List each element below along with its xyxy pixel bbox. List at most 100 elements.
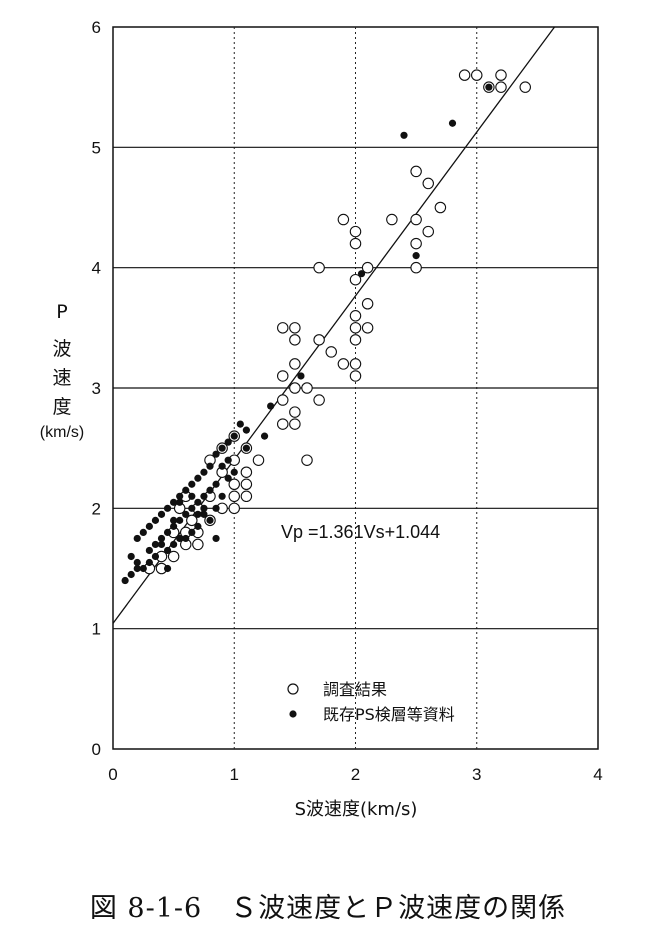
data-point-existing <box>157 534 166 543</box>
data-point-survey <box>410 261 422 274</box>
data-point-existing <box>242 426 250 434</box>
data-point-existing <box>163 528 172 537</box>
x-tick-label: 2 <box>351 765 360 784</box>
data-point-survey <box>313 334 325 346</box>
data-point-survey <box>228 478 241 491</box>
data-point-survey <box>519 81 531 93</box>
data-point-survey <box>301 382 313 394</box>
data-point-existing <box>182 486 190 494</box>
data-point-existing <box>212 534 220 543</box>
y-tick-label: 3 <box>92 379 101 398</box>
data-point-existing <box>194 522 202 530</box>
data-point-existing <box>151 552 160 561</box>
y-tick-label: 1 <box>92 620 101 639</box>
x-tick-label: 4 <box>593 765 602 784</box>
data-point-survey <box>252 454 265 466</box>
y-axis-title-char-1: P <box>56 301 67 323</box>
regression-equation: Vp =1.361Vs+1.044 <box>281 522 440 542</box>
data-point-survey <box>349 334 362 346</box>
x-tick-label: 1 <box>230 765 239 784</box>
data-point-existing <box>412 252 420 260</box>
data-point-existing <box>170 540 178 549</box>
data-point-survey <box>361 298 374 310</box>
data-point-existing <box>151 516 160 524</box>
data-point-existing <box>485 83 493 91</box>
data-point-existing <box>194 474 202 482</box>
data-point-existing <box>224 456 232 464</box>
data-point-existing <box>218 462 226 470</box>
data-point-survey <box>337 213 350 226</box>
data-point-existing <box>400 131 408 139</box>
data-point-existing <box>200 510 208 518</box>
series-existing-ps-logging <box>121 83 493 585</box>
data-point-existing <box>188 492 196 500</box>
data-point-survey <box>434 201 447 214</box>
y-tick-label: 2 <box>92 499 101 518</box>
data-point-survey <box>422 177 434 190</box>
x-tick-label: 0 <box>108 765 117 784</box>
data-point-survey <box>289 358 301 370</box>
data-point-existing <box>163 504 172 512</box>
data-point-survey <box>349 358 362 370</box>
data-point-survey <box>276 322 289 334</box>
data-point-survey <box>276 370 289 382</box>
data-point-existing <box>170 516 178 524</box>
data-point-existing <box>182 510 190 518</box>
legend-label-existing: 既存PS検層等資料 <box>323 705 455 724</box>
data-point-existing <box>224 438 232 446</box>
data-point-survey <box>458 69 471 81</box>
data-point-existing <box>212 504 220 512</box>
data-point-existing <box>133 558 141 567</box>
y-axis-title-char-3: 速 <box>52 367 71 389</box>
regression-line <box>112 26 556 624</box>
data-point-survey <box>410 165 422 178</box>
y-axis-unit: (km/s) <box>40 424 84 441</box>
data-point-existing <box>151 540 160 549</box>
data-point-existing <box>242 444 250 452</box>
scatter-chart: 0 1 2 3 4 0 1 2 3 4 5 6 Vp =1.361Vs+1.044 調査結果 既存P… <box>40 18 603 820</box>
figure-caption: 図 8-1-6 Ｓ波速度とＰ波速度の関係 <box>89 893 567 924</box>
y-tick-label: 5 <box>92 138 101 157</box>
x-tick-labels: 0 1 2 3 4 <box>108 765 602 784</box>
data-point-existing <box>224 474 232 482</box>
data-point-survey <box>349 225 362 238</box>
data-point-survey <box>228 502 241 515</box>
data-point-survey <box>495 69 507 81</box>
data-point-survey <box>337 358 350 370</box>
data-point-survey <box>470 69 483 81</box>
y-tick-labels: 0 1 2 3 4 5 6 <box>92 18 101 759</box>
data-point-existing <box>145 558 153 567</box>
data-point-existing <box>163 546 172 555</box>
data-point-survey <box>410 237 422 250</box>
data-point-survey <box>276 418 289 430</box>
data-point-existing <box>176 492 184 500</box>
data-point-existing <box>267 402 275 410</box>
data-point-existing <box>194 498 202 506</box>
x-axis-title: S波速度(km/s) <box>295 799 418 820</box>
data-point-existing <box>121 576 129 585</box>
data-point-existing <box>297 372 305 380</box>
data-point-existing <box>218 444 226 452</box>
data-point-survey <box>289 382 301 394</box>
data-point-existing <box>206 462 214 470</box>
legend-open-circle-marker <box>287 683 299 695</box>
data-point-existing <box>212 480 220 488</box>
data-point-existing <box>188 480 196 488</box>
y-axis-title-char-2: 波 <box>52 338 71 360</box>
data-point-existing <box>200 468 208 476</box>
data-point-existing <box>133 564 141 573</box>
data-point-survey <box>361 261 374 274</box>
data-point-survey <box>349 310 362 322</box>
data-point-survey <box>325 346 337 358</box>
y-axis-title: P 波 速 度 (km/s) <box>40 301 84 441</box>
data-point-existing <box>176 516 184 524</box>
data-point-survey <box>301 454 313 466</box>
data-point-existing <box>182 534 190 543</box>
data-point-existing <box>230 432 238 440</box>
data-point-existing <box>212 450 220 458</box>
data-point-survey <box>289 418 301 430</box>
data-point-existing <box>218 492 226 500</box>
data-point-existing <box>200 504 208 512</box>
y-tick-label: 6 <box>92 18 101 37</box>
data-point-existing <box>448 119 457 127</box>
